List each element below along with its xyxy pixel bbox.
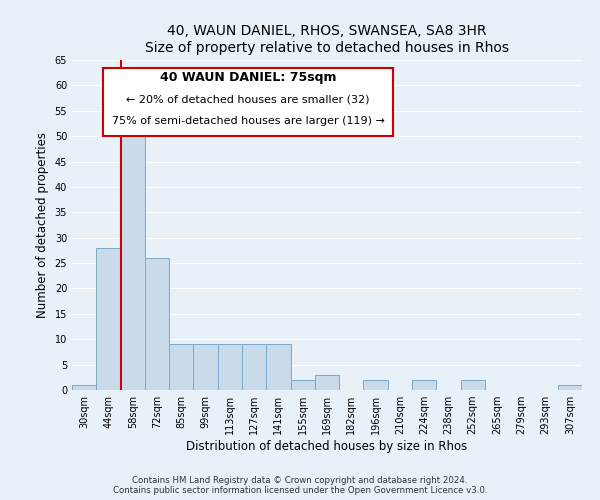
Bar [558,385,582,390]
Bar [96,248,121,390]
Title: 40, WAUN DANIEL, RHOS, SWANSEA, SA8 3HR
Size of property relative to detached ho: 40, WAUN DANIEL, RHOS, SWANSEA, SA8 3HR … [145,24,509,54]
Bar [218,344,242,390]
Bar [364,380,388,390]
FancyBboxPatch shape [103,68,394,136]
Bar [72,385,96,390]
Text: Contains HM Land Registry data © Crown copyright and database right 2024.
Contai: Contains HM Land Registry data © Crown c… [113,476,487,495]
Bar [315,375,339,390]
Text: 40 WAUN DANIEL: 75sqm: 40 WAUN DANIEL: 75sqm [160,71,336,84]
Bar [193,344,218,390]
Bar [290,380,315,390]
Bar [461,380,485,390]
Bar [121,126,145,390]
Bar [412,380,436,390]
Bar [266,344,290,390]
Bar [145,258,169,390]
Bar [242,344,266,390]
X-axis label: Distribution of detached houses by size in Rhos: Distribution of detached houses by size … [187,440,467,453]
Bar [169,344,193,390]
Text: 75% of semi-detached houses are larger (119) →: 75% of semi-detached houses are larger (… [112,116,385,126]
Y-axis label: Number of detached properties: Number of detached properties [36,132,49,318]
Text: ← 20% of detached houses are smaller (32): ← 20% of detached houses are smaller (32… [126,94,370,104]
